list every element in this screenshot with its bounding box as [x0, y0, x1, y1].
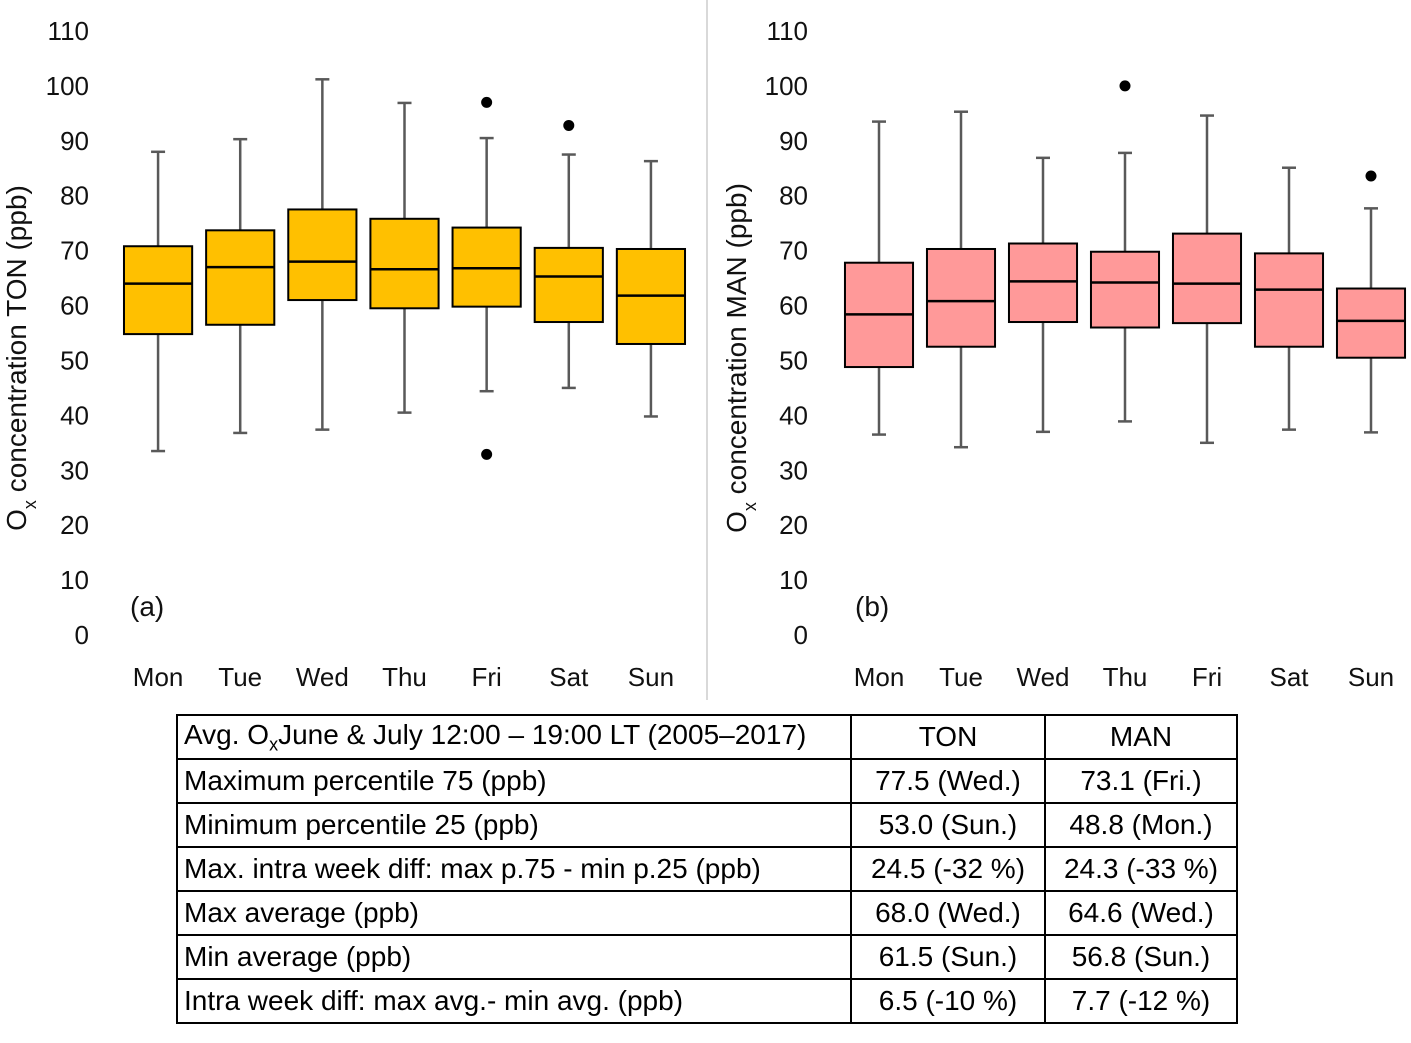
y-tick-label: 30	[60, 455, 89, 485]
box-iqr	[287, 208, 358, 302]
row-ton-value: 6.5 (-10 %)	[850, 978, 1046, 1024]
box-iqr	[1253, 252, 1325, 348]
x-tick-label: Tue	[218, 662, 262, 692]
table-header-ton: TON	[850, 714, 1046, 760]
y-tick-label: 70	[60, 236, 89, 266]
box-iqr	[925, 247, 997, 348]
y-tick-label: 0	[75, 620, 89, 650]
x-tick-label: Mon	[133, 662, 184, 692]
y-tick-label: 60	[779, 291, 808, 321]
row-man-value: 7.7 (-12 %)	[1044, 978, 1238, 1024]
outlier-point	[1119, 80, 1131, 92]
panel-a-ton: 0 10 20 30 40 50 60 70 80 90 100 110 Ox concentratio…	[1, 16, 687, 692]
y-tick-label: 60	[60, 291, 89, 321]
row-label: Intra week diff: max avg.- min avg. (ppb…	[176, 978, 852, 1024]
y-tick-label: 80	[779, 181, 808, 211]
x-tick-label: Tue	[939, 662, 983, 692]
table-header-caption: Avg. OxJune & July 12:00 – 19:00 LT (200…	[176, 714, 852, 760]
row-man-value: 48.8 (Mon.)	[1044, 802, 1238, 848]
y-tick-label: 40	[779, 400, 808, 430]
table-row: Max. intra week diff: max p.75 - min p.2…	[176, 846, 1238, 892]
table-row: Min average (ppb) 61.5 (Sun.) 56.8 (Sun.…	[176, 934, 1238, 980]
table-row: Minimum percentile 25 (ppb) 53.0 (Sun.) …	[176, 802, 1238, 848]
y-tick-label: 10	[779, 565, 808, 595]
y-tick-label: 40	[60, 400, 89, 430]
box-iqr	[1335, 287, 1407, 359]
box-iqr	[1007, 242, 1079, 324]
x-tick-label: Fri	[471, 662, 501, 692]
y-tick-label: 70	[779, 236, 808, 266]
row-label: Max average (ppb)	[176, 890, 852, 936]
table-row: Maximum percentile 75 (ppb) 77.5 (Wed.) …	[176, 758, 1238, 804]
x-tick-label: Thu	[1103, 662, 1148, 692]
row-ton-value: 61.5 (Sun.)	[850, 934, 1046, 980]
y-axis-label: Ox concentration TON (ppb)	[1, 185, 40, 531]
table-row: Max average (ppb) 68.0 (Wed.) 64.6 (Wed.…	[176, 890, 1238, 936]
table-row: Intra week diff: max avg.- min avg. (ppb…	[176, 978, 1238, 1024]
x-tick-label: Sat	[549, 662, 589, 692]
row-ton-value: 24.5 (-32 %)	[850, 846, 1046, 892]
y-tick-label: 110	[767, 16, 808, 46]
outlier-point	[563, 119, 575, 131]
row-ton-value: 68.0 (Wed.)	[850, 890, 1046, 936]
y-tick-label: 90	[779, 126, 808, 156]
x-tick-label: Fri	[1192, 662, 1222, 692]
box-iqr	[205, 229, 276, 326]
y-tick-label: 50	[779, 345, 808, 375]
x-tick-label: Wed	[296, 662, 349, 692]
y-tick-label: 10	[60, 565, 89, 595]
row-label: Minimum percentile 25 (ppb)	[176, 802, 852, 848]
row-man-value: 24.3 (-33 %)	[1044, 846, 1238, 892]
panel-b-man: 0 10 20 30 40 50 60 70 80 90 100 110 Ox concentratio…	[721, 16, 1407, 692]
panel-label: (b)	[855, 591, 889, 622]
y-tick-label: 100	[765, 71, 808, 101]
y-tick-label: 110	[48, 16, 89, 46]
y-tick-label: 50	[60, 345, 89, 375]
table-header-man: MAN	[1044, 714, 1238, 760]
box-iqr	[533, 246, 604, 324]
row-man-value: 73.1 (Fri.)	[1044, 758, 1238, 804]
outlier-point	[481, 448, 493, 460]
outlier-point	[1365, 170, 1377, 182]
x-tick-label: Sat	[1269, 662, 1309, 692]
y-tick-label: 80	[60, 181, 89, 211]
summary-table: Avg. OxJune & July 12:00 – 19:00 LT (200…	[176, 714, 1238, 1024]
row-label: Max. intra week diff: max p.75 - min p.2…	[176, 846, 852, 892]
y-tick-label: 100	[46, 71, 89, 101]
panel-label: (a)	[130, 591, 164, 622]
y-tick-label: 20	[60, 510, 89, 540]
y-axis-label: Ox concentration MAN (ppb)	[721, 183, 760, 533]
table-header-row: Avg. OxJune & July 12:00 – 19:00 LT (200…	[176, 714, 1238, 760]
x-tick-label: Sun	[628, 662, 674, 692]
x-tick-label: Mon	[854, 662, 905, 692]
y-tick-label: 30	[779, 455, 808, 485]
box-iqr	[1171, 232, 1243, 325]
x-tick-label: Sun	[1348, 662, 1394, 692]
row-ton-value: 53.0 (Sun.)	[850, 802, 1046, 848]
y-tick-label: 20	[779, 510, 808, 540]
row-man-value: 56.8 (Sun.)	[1044, 934, 1238, 980]
x-tick-label: Wed	[1017, 662, 1070, 692]
x-tick-label: Thu	[382, 662, 427, 692]
box-iqr	[369, 217, 440, 310]
box-iqr	[122, 245, 194, 336]
row-ton-value: 77.5 (Wed.)	[850, 758, 1046, 804]
row-label: Maximum percentile 75 (ppb)	[176, 758, 852, 804]
box-iqr	[1089, 250, 1161, 329]
row-label: Min average (ppb)	[176, 934, 852, 980]
y-tick-label: 0	[794, 620, 808, 650]
y-tick-label: 90	[60, 126, 89, 156]
outlier-point	[481, 96, 493, 108]
row-man-value: 64.6 (Wed.)	[1044, 890, 1238, 936]
